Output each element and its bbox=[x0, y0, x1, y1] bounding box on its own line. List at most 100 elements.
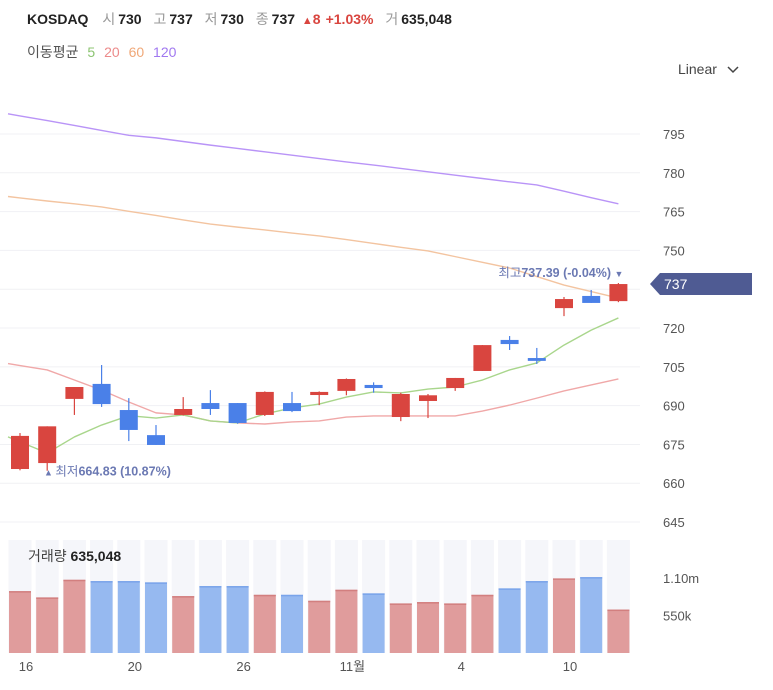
volume-bar-top bbox=[308, 600, 331, 603]
ma-20-toggle[interactable]: 20 bbox=[104, 44, 120, 60]
candle-down bbox=[283, 403, 301, 412]
scale-selector-label: Linear bbox=[678, 61, 717, 77]
price-tick-label: 720 bbox=[663, 321, 685, 336]
candle-up bbox=[446, 377, 465, 389]
high-label: 고 bbox=[153, 11, 167, 27]
change-percent: +1.03% bbox=[325, 11, 374, 27]
ma-120-toggle[interactable]: 120 bbox=[153, 44, 177, 60]
date-axis-label: 11월 bbox=[340, 659, 365, 674]
volume-bar-top bbox=[417, 602, 439, 604]
volume-bar bbox=[226, 586, 249, 653]
volume-bar bbox=[525, 581, 548, 653]
change-value: 8 bbox=[312, 11, 321, 27]
volume-bar bbox=[580, 577, 603, 653]
max-value: 737.39 (-0.04%) bbox=[521, 266, 614, 280]
volume-bar-top bbox=[498, 588, 521, 590]
candle-up bbox=[419, 395, 437, 401]
volume-bar bbox=[607, 609, 630, 653]
date-axis-label: 16 bbox=[19, 659, 33, 674]
candle-down bbox=[582, 295, 601, 303]
volume-current: 635,048 bbox=[71, 548, 122, 564]
price-tick-label: 690 bbox=[663, 399, 685, 414]
volume-bar bbox=[199, 586, 222, 653]
candle-up bbox=[38, 426, 57, 464]
volume-tick-label: 550k bbox=[663, 608, 692, 623]
volume-bar bbox=[90, 581, 113, 653]
volume-bar bbox=[172, 596, 195, 653]
min-price-annotation: ▲ 최저664.83 (10.87%) bbox=[44, 465, 171, 479]
quote-header: KOSDAQ 시 730 고 737 저 730 종 737 ▲8 +1.03% 거 635… bbox=[27, 9, 460, 29]
candle-down bbox=[147, 435, 165, 445]
ma-5-toggle[interactable]: 5 bbox=[87, 44, 96, 60]
ma-60-line bbox=[7, 195, 619, 299]
price-tick-label: 705 bbox=[663, 360, 685, 375]
volume-bar bbox=[498, 588, 521, 653]
price-tick-label: 750 bbox=[663, 243, 685, 258]
chevron-down-icon bbox=[727, 66, 739, 74]
volume-bar bbox=[335, 589, 358, 653]
candle-up bbox=[609, 284, 628, 302]
volume-label: 거 bbox=[385, 11, 399, 27]
volume-bar bbox=[145, 582, 167, 653]
volume-bar-top bbox=[90, 581, 113, 583]
price-tick-label: 660 bbox=[663, 476, 685, 491]
change-up-icon: ▲ bbox=[301, 15, 313, 27]
ma-60-toggle[interactable]: 60 bbox=[128, 44, 145, 60]
candle-down bbox=[364, 384, 383, 389]
symbol-name: KOSDAQ bbox=[27, 11, 89, 27]
max-down-arrow-icon: ▼ bbox=[614, 269, 623, 279]
date-axis-label: 20 bbox=[128, 659, 142, 674]
max-price-annotation: 최고737.39 (-0.04%) ▼ bbox=[498, 266, 623, 280]
high-value: 737 bbox=[169, 11, 193, 27]
min-label: 최저 bbox=[55, 465, 78, 479]
volume-bar-top bbox=[63, 579, 86, 582]
candle-up bbox=[337, 378, 356, 391]
price-tick-label: 645 bbox=[663, 515, 685, 530]
volume-bar-top bbox=[145, 582, 167, 584]
candle-down bbox=[228, 403, 247, 423]
volume-bar-top bbox=[36, 597, 59, 599]
volume-bar-top bbox=[553, 578, 575, 580]
volume-bar bbox=[281, 594, 303, 653]
price-tick-label: 780 bbox=[663, 166, 685, 181]
candle-up bbox=[11, 435, 29, 470]
ma-5-line bbox=[7, 317, 619, 454]
low-value: 730 bbox=[220, 11, 244, 27]
min-value: 664.83 (10.87%) bbox=[78, 465, 170, 479]
ma-120-line bbox=[7, 113, 619, 205]
volume-bar-top bbox=[607, 609, 630, 612]
volume-bar bbox=[471, 594, 494, 653]
volume-bar-top bbox=[253, 594, 276, 597]
close-label: 종 bbox=[255, 11, 269, 27]
date-axis-label: 10 bbox=[563, 659, 577, 674]
volume-bar-top bbox=[281, 594, 303, 597]
volume-bar-top bbox=[389, 603, 412, 605]
candle-up bbox=[555, 299, 573, 309]
candle-up bbox=[65, 387, 84, 399]
candle-down bbox=[92, 383, 111, 405]
candle-up bbox=[473, 345, 492, 371]
price-tick-label: 795 bbox=[663, 127, 685, 142]
candle-down bbox=[119, 410, 138, 430]
volume-bar bbox=[417, 602, 439, 653]
volume-bar bbox=[308, 600, 331, 653]
volume-bar-top bbox=[226, 586, 249, 588]
volume-label: 거래량 635,048 bbox=[28, 548, 121, 564]
volume-value: 635,048 bbox=[401, 11, 452, 27]
volume-bar bbox=[362, 593, 385, 653]
volume-bar-top bbox=[362, 593, 385, 595]
volume-tick-label: 1.10m bbox=[663, 571, 699, 586]
close-value: 737 bbox=[271, 11, 296, 27]
volume-bar bbox=[36, 597, 59, 653]
volume-bar bbox=[9, 591, 31, 653]
volume-bar-top bbox=[335, 589, 358, 592]
price-tick-label: 765 bbox=[663, 205, 685, 220]
candle-up bbox=[391, 393, 410, 418]
volume-bar-top bbox=[9, 591, 31, 593]
volume-bar-top bbox=[199, 586, 222, 588]
scale-selector[interactable]: Linear bbox=[678, 61, 739, 77]
volume-bar bbox=[444, 603, 467, 653]
low-label: 저 bbox=[204, 11, 218, 27]
candle-up bbox=[174, 408, 193, 415]
